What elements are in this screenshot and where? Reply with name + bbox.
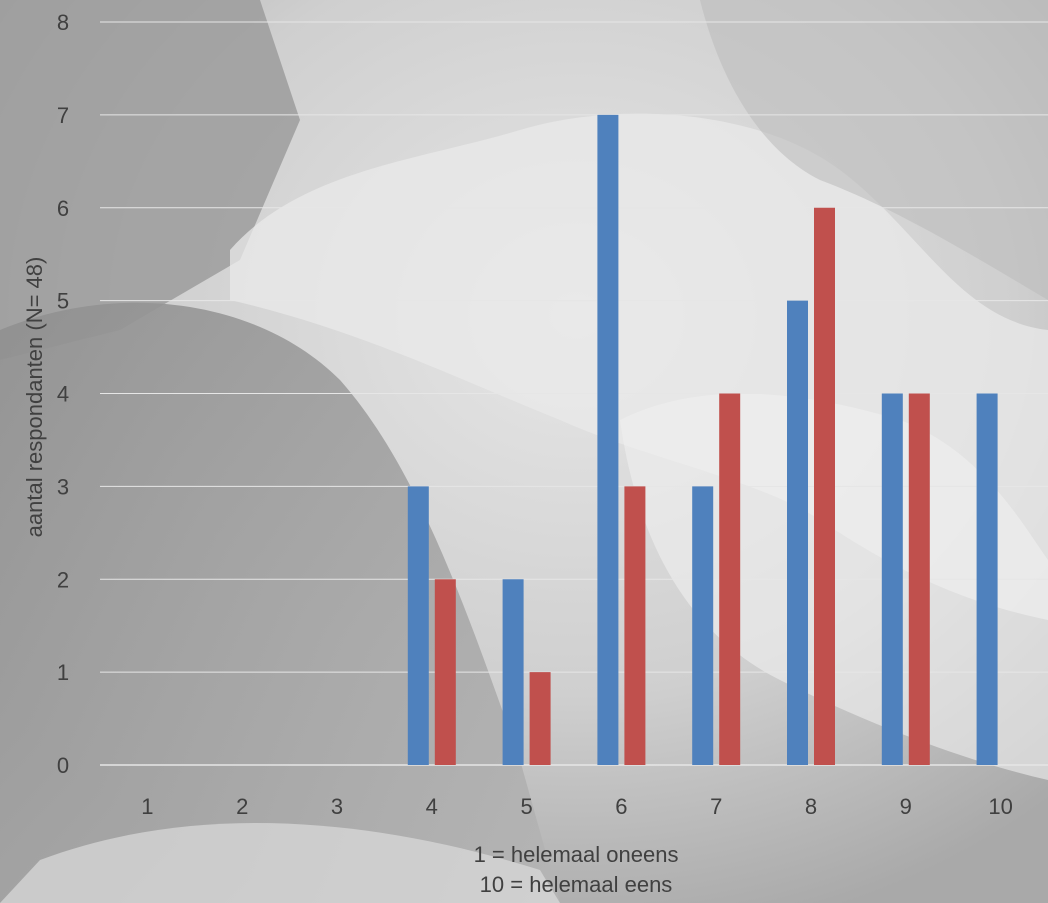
y-tick-label: 8 (57, 10, 69, 35)
bars (407, 114, 998, 765)
y-tick-label: 7 (57, 103, 69, 128)
x-tick-label: 9 (900, 794, 912, 819)
x-tick-label: 5 (520, 794, 532, 819)
x-tick-label: 7 (710, 794, 722, 819)
gridlines (100, 21, 1048, 766)
bar-series-1-cat-4 (407, 486, 429, 765)
y-axis-ticks: 0 1 2 3 4 5 6 7 8 (57, 10, 69, 778)
bar-series-2-cat-6 (624, 486, 646, 765)
bar-series-1-cat-7 (692, 486, 714, 765)
y-tick-label: 5 (57, 289, 69, 314)
bar-series-1-cat-5 (502, 579, 524, 765)
x-axis-title-line-2: 10 = helemaal eens (480, 872, 673, 897)
bar-series-1-cat-6 (597, 114, 619, 765)
y-axis-title: aantal respondanten (N= 48) (22, 257, 47, 538)
y-tick-label: 4 (57, 382, 69, 407)
y-tick-label: 6 (57, 196, 69, 221)
bar-series-2-cat-7 (719, 393, 741, 765)
x-axis-title-line-1: 1 = helemaal oneens (474, 842, 679, 867)
y-tick-label: 3 (57, 474, 69, 499)
x-tick-label: 2 (236, 794, 248, 819)
bar-series-1-cat-10 (976, 393, 998, 765)
x-tick-label: 1 (141, 794, 153, 819)
x-tick-label: 6 (615, 794, 627, 819)
y-tick-label: 2 (57, 567, 69, 592)
x-axis-ticks: 1 2 3 4 5 6 7 8 9 10 (141, 794, 1013, 819)
bar-series-2-cat-5 (529, 672, 551, 765)
bar-series-2-cat-8 (814, 207, 835, 765)
bar-series-1-cat-8 (787, 300, 808, 765)
x-tick-label: 4 (426, 794, 438, 819)
y-tick-label: 0 (57, 753, 69, 778)
x-tick-label: 8 (805, 794, 817, 819)
y-tick-label: 1 (57, 660, 69, 685)
bar-series-2-cat-9 (908, 393, 930, 765)
x-tick-label: 10 (988, 794, 1012, 819)
bar-series-1-cat-9 (881, 393, 903, 765)
x-tick-label: 3 (331, 794, 343, 819)
bar-series-2-cat-4 (434, 579, 456, 765)
